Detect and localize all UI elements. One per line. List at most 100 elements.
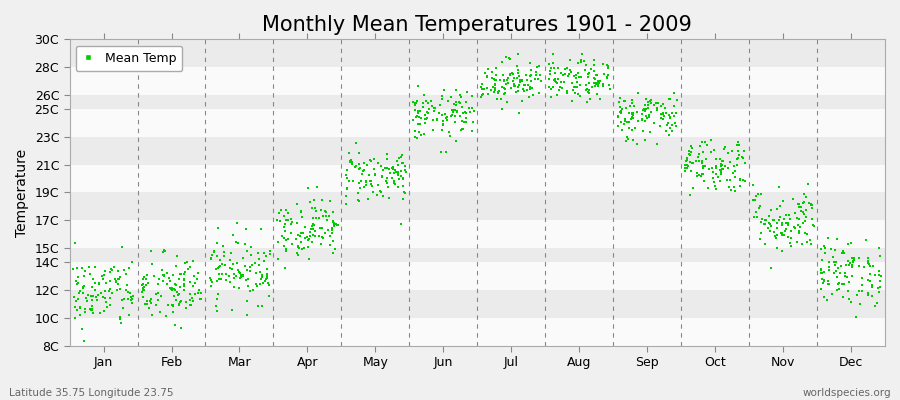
Point bbox=[254, 226, 268, 232]
Point bbox=[454, 113, 468, 120]
Point bbox=[601, 82, 616, 88]
Point bbox=[163, 285, 177, 291]
Point bbox=[493, 96, 508, 102]
Point bbox=[314, 241, 328, 247]
Point bbox=[824, 246, 838, 253]
Point bbox=[307, 222, 321, 228]
Point bbox=[361, 196, 375, 203]
Point bbox=[68, 278, 83, 285]
Point bbox=[753, 219, 768, 226]
Point bbox=[380, 165, 394, 171]
Point bbox=[683, 191, 698, 198]
Point bbox=[380, 175, 394, 181]
Point bbox=[227, 275, 241, 281]
Point bbox=[796, 211, 811, 217]
Point bbox=[136, 285, 150, 291]
Point bbox=[591, 83, 606, 89]
Point bbox=[863, 263, 878, 269]
Point bbox=[422, 106, 436, 112]
Point bbox=[240, 276, 255, 282]
Point bbox=[284, 216, 298, 222]
Point bbox=[112, 276, 126, 282]
Point bbox=[271, 256, 285, 262]
Point bbox=[600, 62, 615, 69]
Point bbox=[617, 118, 632, 124]
Point bbox=[826, 254, 841, 260]
Point bbox=[780, 220, 795, 226]
Point bbox=[872, 245, 886, 252]
Point bbox=[216, 242, 230, 249]
Point bbox=[414, 115, 428, 121]
Point bbox=[226, 261, 240, 268]
Point bbox=[194, 296, 209, 302]
Point bbox=[193, 296, 207, 302]
Point bbox=[818, 245, 832, 251]
Point bbox=[873, 284, 887, 290]
Point bbox=[568, 84, 582, 91]
Point bbox=[732, 152, 746, 158]
Point bbox=[542, 84, 556, 90]
Point bbox=[194, 289, 208, 296]
Bar bbox=[69, 109, 885, 137]
Point bbox=[531, 75, 545, 82]
Point bbox=[821, 281, 835, 287]
Point bbox=[72, 290, 86, 296]
Point bbox=[514, 98, 528, 104]
Point bbox=[789, 239, 804, 245]
Point bbox=[788, 224, 802, 231]
Point bbox=[836, 248, 850, 254]
Point bbox=[215, 261, 230, 268]
Point bbox=[309, 208, 323, 214]
Point bbox=[716, 166, 731, 172]
Point bbox=[363, 178, 377, 184]
Point bbox=[495, 106, 509, 112]
Point bbox=[110, 287, 124, 293]
Point bbox=[148, 302, 163, 308]
Point bbox=[380, 151, 394, 158]
Point bbox=[176, 270, 191, 277]
Point bbox=[281, 210, 295, 216]
Point bbox=[227, 284, 241, 290]
Point bbox=[626, 112, 641, 118]
Point bbox=[596, 60, 610, 67]
Point bbox=[667, 90, 681, 96]
Point bbox=[643, 98, 657, 104]
Point bbox=[111, 276, 125, 282]
Point bbox=[123, 289, 138, 296]
Point bbox=[113, 285, 128, 292]
Point bbox=[230, 267, 245, 273]
Point bbox=[156, 277, 170, 284]
Point bbox=[641, 104, 655, 111]
Point bbox=[355, 178, 369, 184]
Point bbox=[381, 184, 395, 191]
Point bbox=[511, 50, 526, 57]
Point bbox=[388, 181, 402, 188]
Point bbox=[814, 270, 829, 276]
Point bbox=[784, 235, 798, 241]
Point bbox=[684, 145, 698, 152]
Point bbox=[722, 184, 736, 190]
Point bbox=[591, 82, 606, 88]
Point bbox=[395, 160, 410, 166]
Point bbox=[441, 98, 455, 104]
Point bbox=[253, 269, 267, 275]
Point bbox=[492, 88, 507, 94]
Point bbox=[724, 148, 739, 154]
Point bbox=[498, 86, 512, 92]
Point bbox=[308, 232, 322, 239]
Point bbox=[558, 71, 572, 77]
Point bbox=[257, 278, 272, 284]
Point bbox=[515, 77, 529, 83]
Point bbox=[366, 166, 381, 172]
Point bbox=[580, 85, 594, 92]
Point bbox=[593, 96, 608, 103]
Point bbox=[656, 111, 670, 117]
Point bbox=[459, 99, 473, 105]
Point bbox=[396, 182, 410, 189]
Point bbox=[144, 248, 158, 254]
Point bbox=[364, 158, 378, 164]
Point bbox=[862, 278, 877, 284]
Point bbox=[115, 244, 130, 250]
Point bbox=[814, 270, 828, 276]
Point bbox=[156, 272, 170, 278]
